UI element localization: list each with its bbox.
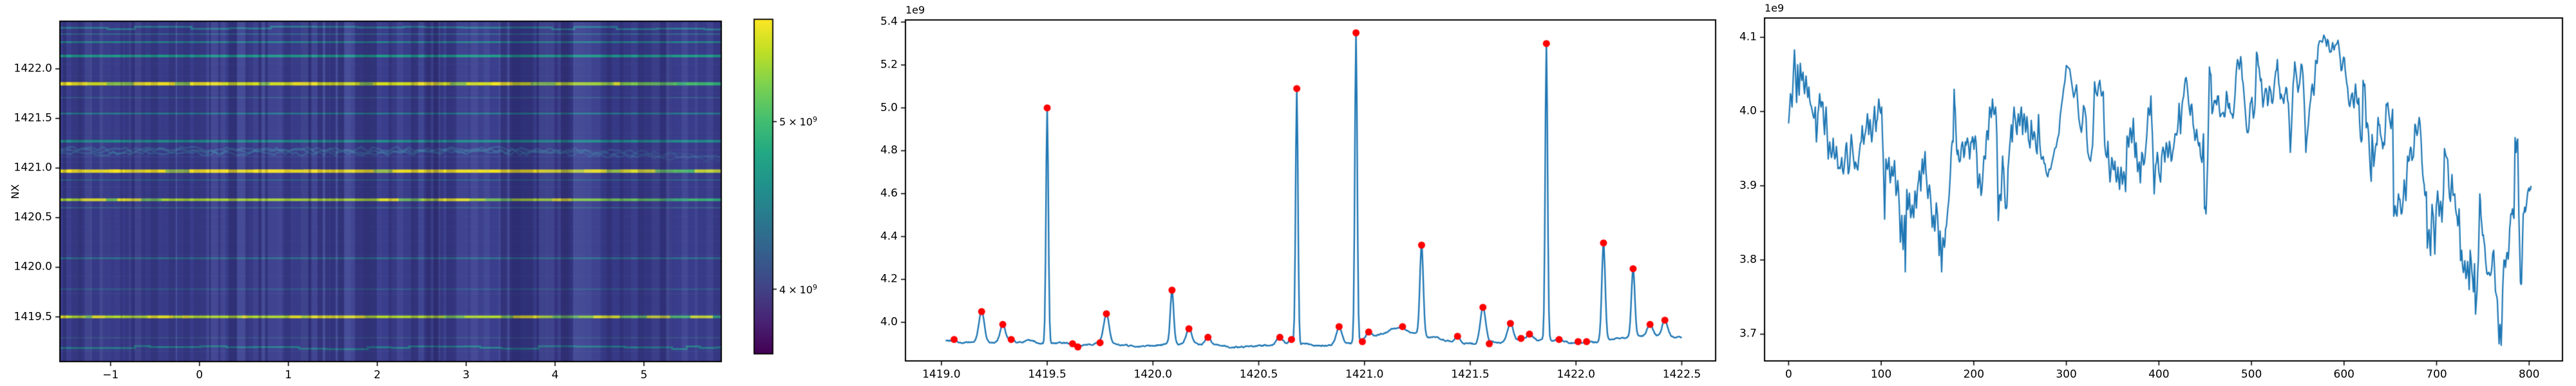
plots-canvas [0, 0, 2576, 386]
figure: NX 1e9 1e9 5 × 109 4 × 109 −1 0 1 2 3 4 5 1422.0 142… [0, 0, 2576, 386]
